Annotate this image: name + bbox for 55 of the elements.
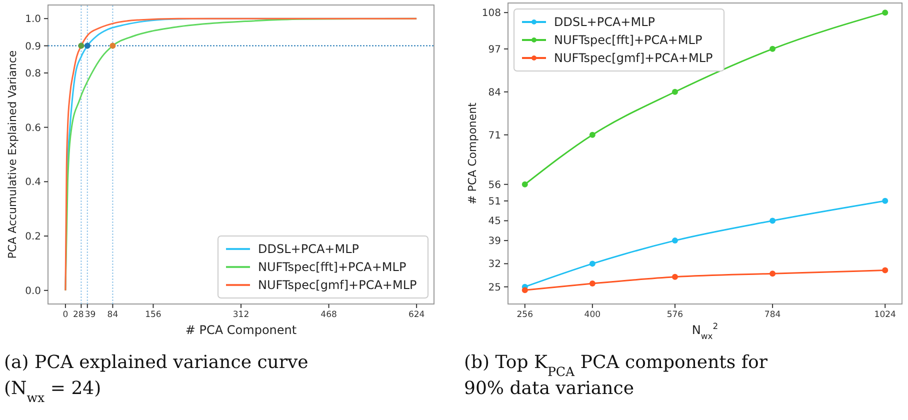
x-tick-label: 1024 xyxy=(874,310,896,320)
x-tick-label: 784 xyxy=(764,310,781,320)
y-tick-label: 0.9 xyxy=(25,41,41,52)
y-tick-label: 56 xyxy=(488,180,501,191)
x-tick-label: 28 xyxy=(72,310,84,320)
x-tick-label: 256 xyxy=(516,310,534,320)
x-tick-label: 39 xyxy=(84,310,96,320)
point xyxy=(589,260,596,267)
legend-label: DDSL+PCA+MLP xyxy=(258,242,359,256)
legend-label: NUFTspec[gmf]+PCA+MLP xyxy=(258,278,417,292)
y-tick-label: 0.0 xyxy=(25,286,41,297)
point xyxy=(589,132,596,138)
point xyxy=(770,270,776,277)
y-tick-label: 51 xyxy=(488,196,501,208)
x-tick-label: 576 xyxy=(666,310,684,320)
legend-label: NUFTspec[fft]+PCA+MLP xyxy=(258,260,406,274)
y-tick-label: 32 xyxy=(488,259,501,270)
y-tick-label: 97 xyxy=(488,44,501,56)
point xyxy=(672,88,678,95)
y-tick-label: 84 xyxy=(488,87,501,98)
text: (a) PCA explained variance curve (N$_{wx}$ = 24) xyxy=(4,352,308,404)
x-axis-title: # PCA Component xyxy=(185,323,297,337)
point xyxy=(589,280,596,287)
y-tick-label: 0.6 xyxy=(25,122,41,134)
x-tick-label: 156 xyxy=(145,310,162,320)
y-axis-title: # PCA Component xyxy=(466,102,479,204)
y-tick-label: 25 xyxy=(488,282,501,294)
y-tick-label: 0.4 xyxy=(25,177,41,188)
x-tick-label: 624 xyxy=(408,310,425,320)
x-tick-label: 84 xyxy=(107,310,118,320)
point xyxy=(672,238,678,244)
y-tick-label: 108 xyxy=(482,8,501,20)
point xyxy=(882,198,888,204)
x-tick-label: 468 xyxy=(320,310,337,320)
y-tick-label: 0.8 xyxy=(25,68,41,80)
y-tick-label: 39 xyxy=(488,236,501,248)
y-axis-title: PCA Accumulative Explained Variance xyxy=(6,50,19,259)
legend-label: NUFTspec[fft]+PCA+MLP xyxy=(554,33,702,47)
y-tick-label: 71 xyxy=(488,130,501,142)
point xyxy=(882,267,888,274)
point xyxy=(522,287,528,294)
y-tick-label: 1.0 xyxy=(25,14,41,26)
point xyxy=(770,218,776,224)
point xyxy=(522,181,528,188)
point xyxy=(770,46,776,52)
y-tick-label: 0.2 xyxy=(25,232,41,243)
x-tick-label: 400 xyxy=(584,310,601,320)
x-tick-label: 0 xyxy=(62,310,68,320)
point xyxy=(672,274,678,280)
y-tick-label: 45 xyxy=(488,216,501,228)
legend-label: DDSL+PCA+MLP xyxy=(554,15,655,29)
text: (b) Top K$_{PCA}$ PCA components for 90% data variance xyxy=(464,352,768,399)
legend-label: NUFTspec[gmf]+PCA+MLP xyxy=(554,51,713,65)
point xyxy=(882,10,888,16)
x-tick-label: 312 xyxy=(232,310,250,320)
